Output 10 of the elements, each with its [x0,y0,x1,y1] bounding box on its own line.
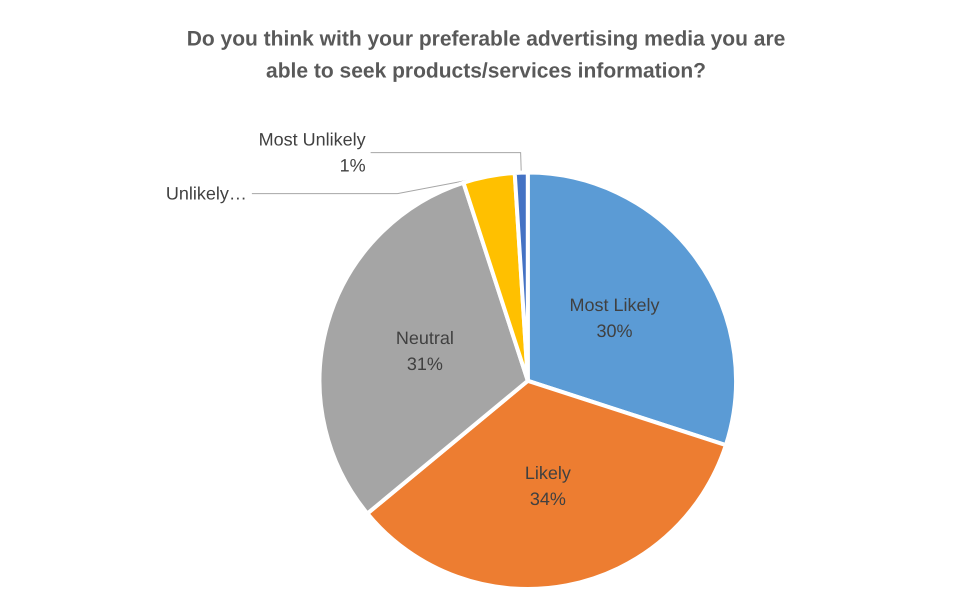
slice-label: Most Likely [569,294,660,315]
slice-label: Neutral [396,328,454,348]
slice-label: Most Unlikely [258,130,366,150]
data-label: 1% [340,156,366,176]
data-label: 31% [406,354,443,374]
data-label: 30% [596,320,632,341]
chart-title: Do you think with your preferable advertising media you are able to seek products/services information? [186,28,786,82]
slice-label: Likely [524,463,571,484]
slice-label: Unlikely… [166,184,247,204]
data-label: 34% [530,489,566,510]
